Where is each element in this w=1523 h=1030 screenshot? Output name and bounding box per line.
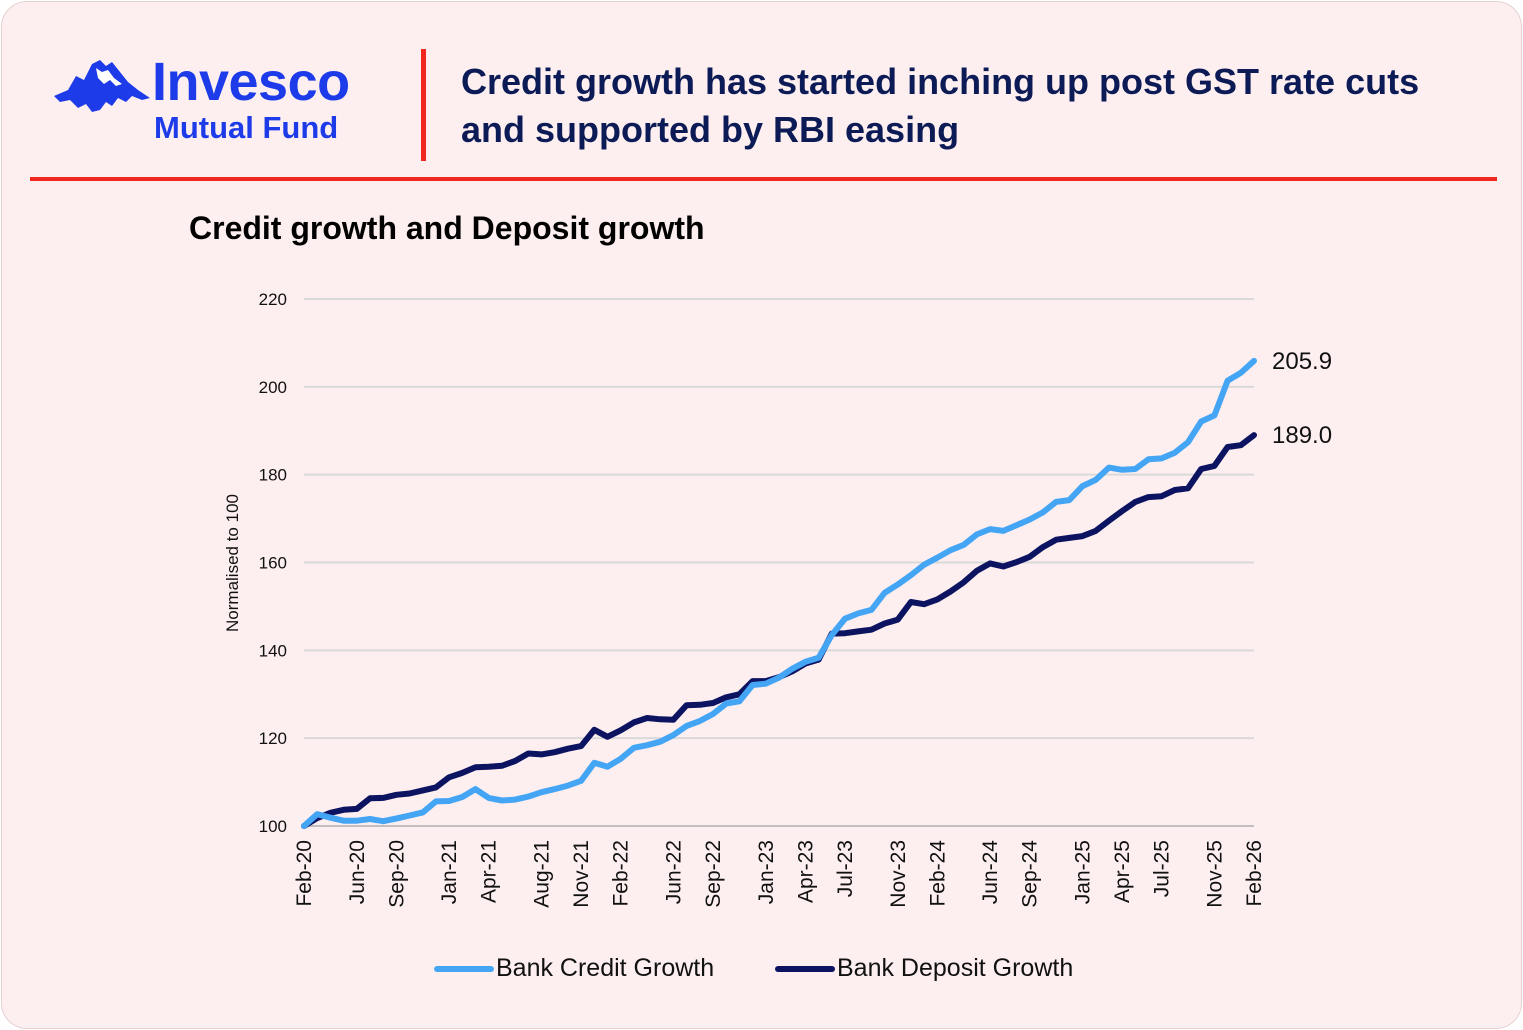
invesco-logo: Invesco Mutual Fund (52, 50, 392, 150)
legend-swatch-deposit (775, 965, 835, 972)
y-tick-label: 200 (259, 378, 287, 397)
x-tick-label: Jun-22 (662, 840, 685, 904)
y-tick-label: 120 (259, 729, 287, 748)
legend-item-deposit: Bank Deposit Growth (775, 954, 1073, 983)
page-headline: Credit growth has started inching up pos… (461, 61, 1420, 150)
x-tick-label: Feb-22 (610, 840, 633, 907)
x-tick-label: Apr-23 (794, 840, 817, 903)
y-tick-label: 220 (259, 290, 287, 309)
x-tick-label: Jun-20 (346, 840, 369, 904)
x-tick-label: Jan-23 (755, 840, 778, 904)
x-tick-label: Aug-21 (531, 840, 554, 908)
x-tick-label: Sep-20 (385, 840, 408, 908)
x-tick-label: Feb-24 (926, 840, 949, 907)
x-tick-label: Nov-25 (1203, 840, 1226, 908)
legend-label-deposit: Bank Deposit Growth (837, 954, 1074, 982)
y-tick-label: 160 (259, 554, 287, 573)
legend-item-credit: Bank Credit Growth (434, 954, 714, 983)
x-tick-label: Apr-25 (1111, 840, 1134, 903)
x-tick-label: Feb-20 (293, 840, 316, 907)
x-tick-label: Jan-25 (1071, 840, 1094, 904)
x-tick-label: Jul-25 (1151, 840, 1174, 897)
end-label-credit: 205.9 (1272, 348, 1332, 375)
x-tick-label: Apr-21 (478, 840, 501, 903)
x-tick-label: Nov-21 (570, 840, 593, 908)
series-line-credit (301, 357, 1257, 829)
x-tick-label: Nov-23 (887, 840, 910, 908)
series-line-deposit (301, 432, 1257, 829)
mountain-logo-icon (54, 60, 150, 112)
header-divider (421, 49, 426, 161)
brand-name: Invesco (152, 52, 350, 112)
legend-label-credit: Bank Credit Growth (496, 954, 715, 982)
legend-swatch-credit (434, 965, 494, 972)
x-tick-label: Sep-24 (1019, 840, 1042, 908)
brand-subtitle: Mutual Fund (154, 110, 339, 145)
x-tick-label: Feb-26 (1243, 840, 1266, 907)
x-tick-label: Jun-24 (979, 840, 1002, 905)
header-rule (30, 177, 1497, 181)
chart-title: Credit growth and Deposit growth (189, 210, 705, 246)
end-label-deposit: 189.0 (1272, 422, 1332, 449)
y-tick-label: 100 (259, 817, 287, 836)
x-tick-label: Sep-22 (702, 840, 725, 908)
x-tick-label: Jan-21 (438, 840, 461, 904)
y-tick-label: 180 (259, 466, 287, 485)
y-tick-label: 140 (259, 641, 287, 660)
x-tick-label: Jul-23 (834, 840, 857, 897)
y-axis-title: Normalised to 100 (223, 494, 242, 632)
